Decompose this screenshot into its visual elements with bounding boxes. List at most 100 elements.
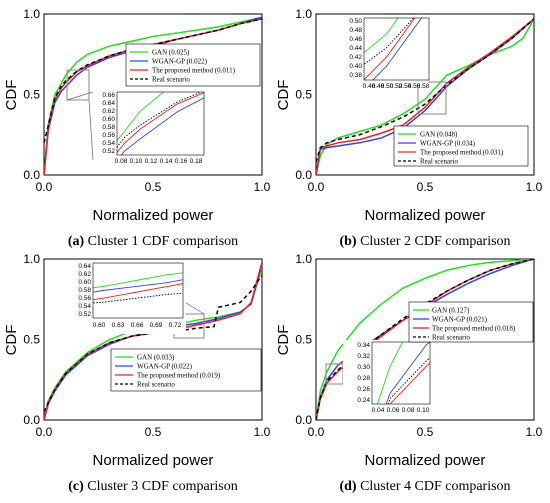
- y-tick-label: 1.0: [295, 252, 312, 266]
- x-tick-label: 0.0: [308, 425, 325, 439]
- inset-x-tick: 0.69: [150, 322, 163, 329]
- panel-c: 0.0 0.5 1.0 0.0 0.5 1.0 CDF Normalized p…: [0, 133, 360, 498]
- inset-y-tick: 0.58: [102, 124, 115, 131]
- inset-y-tick: 0.44: [349, 45, 362, 52]
- inset-y-tick: 0.46: [349, 36, 362, 43]
- legend-label-gan: GAN (0.033): [137, 354, 175, 362]
- x-axis-label: Normalized power: [365, 207, 486, 224]
- inset-y-tick: 0.42: [349, 54, 362, 61]
- inset-x-tick: 0.04: [372, 407, 385, 414]
- legend: GAN (0.033) WGAN-GP (0.022) The proposed…: [111, 349, 261, 391]
- y-tick-label: 0.5: [23, 333, 40, 347]
- inset-y-tick: 0.54: [102, 140, 115, 147]
- inset-x-tick: 0.66: [131, 322, 144, 329]
- y-tick-label: 0.5: [295, 88, 312, 102]
- inset-x-tick: 0.06: [387, 407, 400, 414]
- legend-label-wgan: WGAN-GP (0.022): [137, 363, 193, 371]
- inset-y-tick: 0.24: [357, 397, 370, 404]
- legend-label-gan: GAN (0.048): [420, 131, 458, 139]
- inset-y-tick: 0.62: [78, 271, 91, 278]
- inset-y-tick: 0.66: [102, 92, 115, 99]
- x-tick-label: 1.0: [526, 180, 543, 194]
- zoom-connector: [89, 100, 93, 160]
- legend-label-gan: GAN (0.025): [152, 49, 190, 57]
- y-tick-label: 1.0: [295, 7, 312, 21]
- legend-label-real: Real scenario: [420, 158, 458, 166]
- inset-y-tick: 0.52: [78, 311, 91, 318]
- x-tick-label: 0.5: [417, 425, 434, 439]
- y-tick-label: 1.0: [23, 7, 40, 21]
- x-tick-label: 0.5: [145, 425, 162, 439]
- inset-y-tick: 0.40: [349, 63, 362, 70]
- x-tick-label: 0.5: [145, 180, 162, 194]
- inset-y-tick: 0.50: [349, 18, 362, 25]
- inset-y-tick: 0.62: [102, 108, 115, 115]
- inset-y-ticks: 0.52 0.54 0.56 0.58 0.60 0.62 0.64 0.66: [102, 92, 115, 155]
- legend-label-wgan: WGAN-GP (0.022): [152, 58, 208, 66]
- inset-y-tick: 0.54: [78, 303, 91, 310]
- inset-x-tick: 0.08: [402, 407, 415, 414]
- x-axis-label: Normalized power: [365, 452, 486, 469]
- inset-y-tick: 0.30: [357, 364, 370, 371]
- x-tick-label: 0.0: [36, 180, 53, 194]
- x-tick-label: 0.5: [417, 180, 434, 194]
- x-tick-label: 0.0: [36, 425, 53, 439]
- y-tick-label: 1.0: [23, 252, 40, 266]
- inset-y-tick: 0.56: [78, 295, 91, 302]
- inset-x-ticks: 0.08 0.10 0.12 0.14 0.16 0.18: [115, 158, 203, 165]
- inset-x-tick: 0.72: [169, 322, 182, 329]
- inset-y-tick: 0.56: [102, 132, 115, 139]
- x-tick-label: 1.0: [526, 425, 543, 439]
- inset-y-ticks: 0.52 0.54 0.56 0.58 0.60 0.62 0.64: [78, 263, 91, 318]
- inset-y-tick: 0.28: [357, 375, 370, 382]
- x-tick-label: 0.0: [308, 180, 325, 194]
- y-axis-label: CDF: [275, 80, 292, 111]
- caption: (a) Cluster 1 CDF comparison: [68, 234, 238, 249]
- inset-y-tick: 0.26: [357, 386, 370, 393]
- inset-x-tick: 0.60: [93, 322, 106, 329]
- inset-x-tick: 0.08: [115, 158, 128, 165]
- inset-y-tick: 0.64: [78, 263, 91, 270]
- legend-label-real: Real scenario: [137, 381, 175, 389]
- inset-x-tick: 0.16: [175, 158, 188, 165]
- inset-x-tick: 0.58: [417, 83, 430, 90]
- inset-y-tick: 0.34: [357, 342, 370, 349]
- x-tick-label: 1.0: [254, 180, 271, 194]
- y-axis-label: CDF: [3, 325, 20, 356]
- zoom-connector: [183, 301, 204, 314]
- inset-x-tick: 0.63: [112, 322, 125, 329]
- y-axis-label: CDF: [275, 325, 292, 356]
- legend-label-proposed: The proposed method (0.011): [152, 67, 236, 75]
- legend-label-real: Real scenario: [432, 334, 470, 342]
- legend-label-proposed: The proposed method (0.031): [420, 149, 504, 157]
- legend: GAN (0.025) WGAN-GP (0.022) The proposed…: [126, 44, 260, 86]
- inset-y-tick: 0.52: [102, 148, 115, 155]
- x-axis-label: Normalized power: [93, 452, 214, 469]
- inset-background: [343, 340, 431, 416]
- y-tick-label: 0.5: [295, 333, 312, 347]
- inset-y-tick: 0.48: [349, 27, 362, 34]
- inset-y-tick: 0.60: [102, 116, 115, 123]
- legend-label-proposed: The proposed method (0.018): [432, 325, 516, 333]
- legend-label-wgan: WGAN-GP (0.034): [420, 140, 476, 148]
- inset-y-tick: 0.38: [349, 72, 362, 79]
- inset-x-tick: 0.12: [145, 158, 158, 165]
- inset-y-tick: 0.64: [102, 100, 115, 107]
- caption: (d) Cluster 4 CDF comparison: [339, 479, 510, 494]
- x-axis-label: Normalized power: [93, 207, 214, 224]
- inset-x-tick: 0.10: [417, 407, 430, 414]
- caption: (c) Cluster 3 CDF comparison: [68, 479, 238, 494]
- inset-x-tick: 0.14: [160, 158, 173, 165]
- caption: (b) Cluster 2 CDF comparison: [339, 234, 510, 249]
- inset-y-ticks: 0.38 0.40 0.42 0.44 0.46 0.48 0.50: [349, 18, 362, 79]
- inset-x-ticks: 0.04 0.06 0.08 0.10: [372, 407, 430, 414]
- inset-y-tick: 0.60: [78, 279, 91, 286]
- inset-x-tick: 0.18: [190, 158, 203, 165]
- legend-label-proposed: The proposed method (0.019): [137, 372, 221, 380]
- legend-label-gan: GAN (0.127): [432, 307, 470, 315]
- inset-x-tick: 0.10: [130, 158, 143, 165]
- x-tick-label: 1.0: [254, 425, 271, 439]
- legend-label-wgan: WGAN-GP (0.021): [432, 316, 488, 324]
